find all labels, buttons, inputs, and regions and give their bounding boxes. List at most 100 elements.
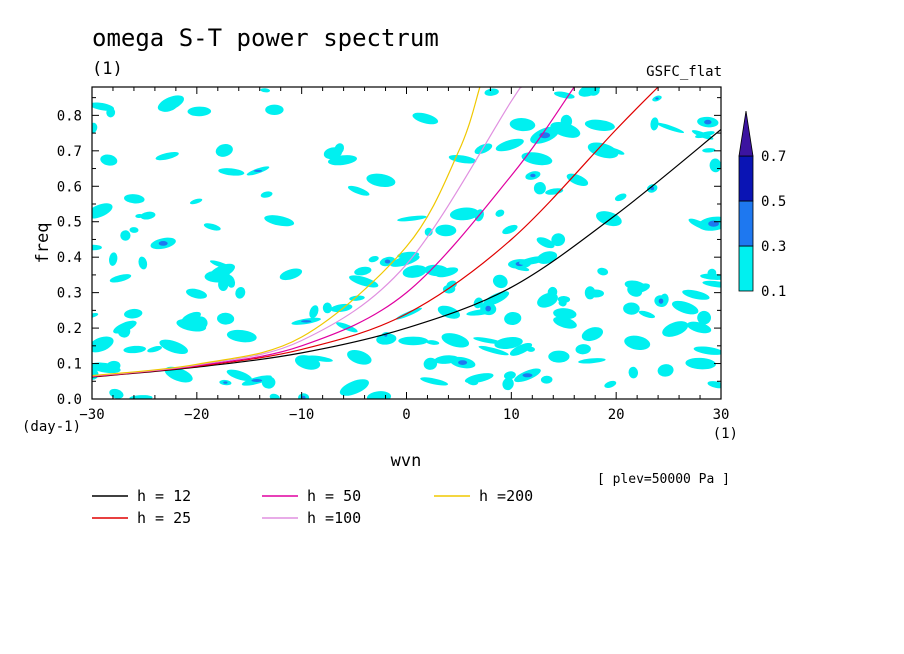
contour-patch-high <box>704 119 712 125</box>
contour-patch <box>650 117 659 131</box>
contour-patch <box>545 188 564 195</box>
contour-patch <box>533 182 546 195</box>
contour-patch <box>349 275 379 288</box>
contour-patch <box>269 393 280 399</box>
contour-patch <box>368 255 379 263</box>
y-tick-label: 0.3 <box>57 286 82 302</box>
contour-patch <box>597 267 609 276</box>
contour-patch <box>397 251 420 259</box>
contour-patch <box>707 381 721 389</box>
contour-patch <box>279 268 303 281</box>
contour-patch-high <box>301 320 312 323</box>
x-tick-label: 30 <box>713 407 730 423</box>
contour-patch <box>189 198 203 205</box>
contour-patch <box>495 138 524 152</box>
contour-patch <box>536 237 555 249</box>
contour-patch <box>260 191 273 198</box>
power-contours <box>92 87 721 399</box>
contour-patch <box>309 305 319 319</box>
contour-patch <box>473 337 503 345</box>
contour-patch <box>691 130 714 140</box>
contour-patch <box>124 308 143 319</box>
colorbar-level-label: 0.7 <box>761 149 786 165</box>
contour-patch <box>92 336 114 353</box>
contour-patch <box>478 345 509 356</box>
contour-patch <box>697 310 711 325</box>
contour-patch <box>398 336 429 346</box>
contour-patch <box>437 305 461 319</box>
contour-patch <box>623 302 640 315</box>
contour-patch <box>441 333 470 348</box>
contour-patch <box>526 346 535 352</box>
y-unit-label: (day-1) <box>22 419 81 435</box>
contour-patch <box>686 321 712 334</box>
contour-patch <box>502 377 514 391</box>
contour-patch <box>336 322 358 333</box>
contour-patch <box>484 88 499 96</box>
colorbar: 0.1 0.3 0.5 0.7 <box>738 110 786 300</box>
contour-patch <box>334 143 345 155</box>
contour-patch <box>504 311 522 326</box>
contour-patch-high <box>522 373 533 378</box>
legend: h = 12 h = 25 h = 50 h =100 h =200 <box>92 487 533 527</box>
x-axis-label: wvn <box>391 451 422 471</box>
y-tick-label: 0.8 <box>57 108 82 124</box>
contour-patch <box>397 215 427 222</box>
legend-label: h = 25 <box>137 509 191 527</box>
contour-patch <box>366 391 392 399</box>
contour-patch <box>330 303 353 313</box>
colorbar-segment <box>738 245 754 292</box>
contour-patch-high <box>384 259 391 264</box>
contour-patch <box>685 357 716 370</box>
level-annotation: [ plev=50000 Pa ] <box>597 472 730 487</box>
contour-patch <box>464 373 494 384</box>
contour-patch <box>495 209 505 217</box>
dispersion-curve-200 <box>92 87 481 377</box>
x-tick-label: −10 <box>289 407 314 423</box>
colorbar-level-label: 0.1 <box>761 284 786 300</box>
y-tick-label: 0.6 <box>57 179 82 195</box>
contour-patch <box>117 325 131 338</box>
contour-patch <box>124 194 145 204</box>
chart-subtitle: (1) <box>92 59 123 79</box>
dispersion-curve-100 <box>92 87 523 377</box>
legend-label: h = 50 <box>307 487 361 505</box>
contour-patch <box>226 329 257 343</box>
contour-patch-high <box>251 379 263 382</box>
contour-patch <box>347 185 370 196</box>
contour-patch <box>492 274 508 289</box>
contour-patch <box>147 346 162 353</box>
y-tick-label: 0.7 <box>57 144 82 160</box>
contour-patch <box>92 244 102 251</box>
contour-patch <box>509 118 536 132</box>
contour-patch <box>596 211 622 227</box>
contour-patch <box>709 158 721 173</box>
contour-patch <box>578 358 606 364</box>
dispersion-curve-12 <box>92 129 721 378</box>
contour-patch <box>494 337 523 349</box>
contour-patch <box>656 122 685 134</box>
legend-label: h =100 <box>307 509 361 527</box>
contour-patch <box>261 376 276 389</box>
y-tick-label: 0.2 <box>57 321 82 337</box>
contour-patch <box>209 263 236 279</box>
contour-patch <box>688 218 711 230</box>
contour-patch <box>402 265 427 278</box>
contour-patch <box>218 278 229 291</box>
contour-patch <box>395 307 422 320</box>
x-tick-label: 10 <box>503 407 520 423</box>
contour-patch <box>366 173 396 188</box>
contour-patch <box>553 91 575 99</box>
y-tick-label: 0.5 <box>57 215 82 231</box>
contour-patch-high <box>658 298 664 304</box>
y-tick-label: 0.4 <box>57 250 82 266</box>
colorbar-extend-triangle <box>738 110 754 157</box>
contour-patch <box>376 333 397 345</box>
contour-patch <box>662 321 689 337</box>
contour-patch <box>187 106 212 117</box>
contour-patch <box>109 252 118 266</box>
y-tick-label: 0.0 <box>57 392 82 408</box>
contour-patch <box>109 274 132 283</box>
contour-patch <box>129 227 139 233</box>
